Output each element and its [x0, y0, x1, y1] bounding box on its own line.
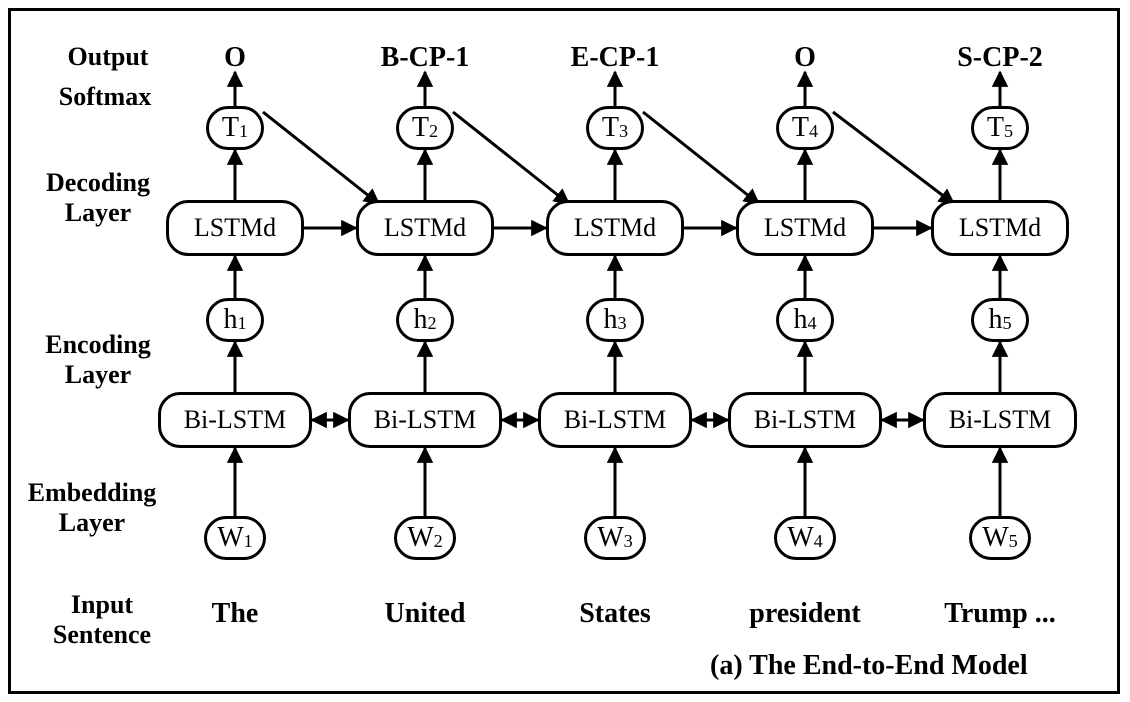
output-label-2: E-CP-1: [571, 42, 660, 74]
row-label-decoding: DecodingLayer: [20, 168, 176, 228]
W-node-5: W5: [969, 516, 1031, 560]
row-label-softmax: Softmax: [20, 82, 190, 112]
diagram-stage: Output Softmax DecodingLayer EncodingLayer E…: [0, 0, 1130, 702]
T-node-2: T2: [396, 106, 454, 150]
bilstm-node-2: Bi-LSTM: [348, 392, 502, 448]
output-label-4: S-CP-2: [957, 42, 1043, 74]
input-word-0: The: [212, 598, 259, 630]
h-node-4: h4: [776, 298, 834, 342]
output-label-0: O: [224, 42, 246, 74]
row-label-encoding: EncodingLayer: [20, 330, 176, 390]
W-node-4: W4: [774, 516, 836, 560]
output-label-1: B-CP-1: [381, 42, 470, 74]
lstmd-node-3: LSTMd: [546, 200, 684, 256]
W-node-3: W3: [584, 516, 646, 560]
lstmd-node-1: LSTMd: [166, 200, 304, 256]
lstmd-node-4: LSTMd: [736, 200, 874, 256]
h-node-2: h2: [396, 298, 454, 342]
T-node-4: T4: [776, 106, 834, 150]
row-label-output: Output: [20, 42, 196, 72]
row-label-embedding: EmbeddingLayer: [20, 478, 164, 538]
T-node-1: T1: [206, 106, 264, 150]
diagram-caption: (a) The End-to-End Model: [710, 650, 1028, 682]
input-word-3: president: [749, 598, 861, 630]
h-node-1: h1: [206, 298, 264, 342]
lstmd-node-5: LSTMd: [931, 200, 1069, 256]
lstmd-node-2: LSTMd: [356, 200, 494, 256]
W-node-1: W1: [204, 516, 266, 560]
bilstm-node-4: Bi-LSTM: [728, 392, 882, 448]
input-word-4: Trump ...: [944, 598, 1056, 630]
h-node-3: h3: [586, 298, 644, 342]
bilstm-node-3: Bi-LSTM: [538, 392, 692, 448]
T-node-3: T3: [586, 106, 644, 150]
T-node-5: T5: [971, 106, 1029, 150]
h-node-5: h5: [971, 298, 1029, 342]
bilstm-node-1: Bi-LSTM: [158, 392, 312, 448]
input-word-1: United: [385, 598, 466, 630]
input-word-2: States: [579, 598, 651, 630]
row-label-input: InputSentence: [20, 590, 184, 650]
output-label-3: O: [794, 42, 816, 74]
W-node-2: W2: [394, 516, 456, 560]
bilstm-node-5: Bi-LSTM: [923, 392, 1077, 448]
